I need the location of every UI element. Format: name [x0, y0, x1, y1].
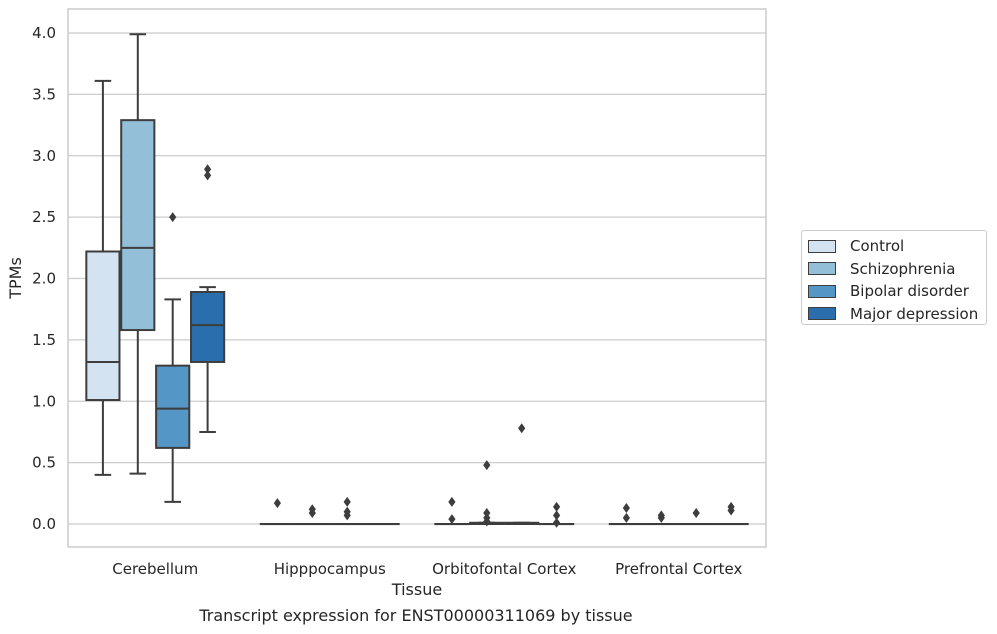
- outlier-point: [169, 212, 177, 223]
- legend-item: Schizophrenia: [808, 258, 986, 281]
- outlier-point: [343, 506, 351, 517]
- box-major-depression: [539, 501, 575, 528]
- y-tick-label: 2.0: [32, 270, 56, 288]
- y-tick-label: 1.0: [32, 392, 56, 410]
- y-tick-label: 3.0: [32, 147, 56, 165]
- box-schizophrenia: [294, 504, 330, 526]
- iqr-box: [120, 119, 156, 332]
- legend-swatch: [808, 284, 836, 298]
- y-axis-label: TPMs: [6, 257, 25, 300]
- y-tick-label: 0.0: [32, 515, 56, 533]
- outlier-point: [308, 504, 316, 515]
- x-tick-label: Cerebellum: [112, 560, 198, 578]
- outlier-point: [483, 507, 491, 518]
- box-schizophrenia: [120, 33, 156, 475]
- outlier-point: [273, 498, 281, 509]
- outlier-point: [553, 501, 561, 512]
- iqr-box: [85, 250, 121, 402]
- box-control: [85, 79, 121, 476]
- iqr-box: [155, 364, 191, 449]
- box-control: [608, 503, 644, 526]
- y-tick-label: 1.5: [32, 331, 56, 349]
- y-tick-label: 4.0: [32, 24, 56, 42]
- box-bipolar-disorder: [329, 496, 365, 526]
- box-major-depression: [713, 501, 749, 526]
- legend-item: Control: [808, 235, 986, 258]
- legend-item: Major depression: [808, 303, 986, 326]
- outlier-point: [204, 164, 212, 175]
- outlier-point: [204, 170, 212, 181]
- outlier-point: [727, 501, 735, 512]
- outlier-point: [657, 510, 665, 521]
- chart-caption: Transcript expression for ENST0000031106…: [199, 606, 633, 625]
- outlier-point: [553, 510, 561, 521]
- box-bipolar-disorder: [678, 507, 714, 526]
- legend-label: Control: [850, 237, 905, 256]
- legend-swatch: [808, 307, 836, 321]
- plot-frame: [67, 8, 767, 548]
- legend-swatch: [808, 239, 836, 253]
- x-tick-label: Orbitofontal Cortex: [432, 560, 576, 578]
- legend-label: Schizophrenia: [850, 259, 956, 278]
- x-tick-label: Prefrontal Cortex: [615, 560, 742, 578]
- iqr-box: [190, 291, 226, 363]
- box-schizophrenia: [469, 460, 505, 527]
- x-axis-label: Tissue: [391, 580, 442, 599]
- box-schizophrenia: [643, 510, 679, 526]
- y-tick-label: 3.5: [32, 85, 56, 103]
- x-tick-labels: Cerebellum Hipppocampus Orbitofontal Corte…: [112, 560, 742, 578]
- outlier-point: [692, 507, 700, 518]
- outlier-point: [448, 514, 456, 525]
- box-bipolar-disorder: [504, 423, 540, 526]
- boxes-layer: [85, 33, 749, 528]
- legend-swatch: [808, 262, 836, 276]
- x-tick-label: Hipppocampus: [274, 560, 386, 578]
- outlier-point: [553, 517, 561, 528]
- outlier-point: [622, 503, 630, 514]
- box-control: [259, 498, 295, 526]
- y-tick-labels: 0.0 0.5 1.0 1.5 2.0 2.5 3.0 3.5 4.0: [32, 24, 56, 533]
- outlier-point: [518, 423, 526, 434]
- box-control: [434, 496, 470, 526]
- legend-item: Bipolar disorder: [808, 280, 986, 303]
- legend: Control Schizophrenia Bipolar disorder Majo…: [801, 230, 987, 325]
- legend-label: Major depression: [850, 304, 979, 323]
- legend-label: Bipolar disorder: [850, 282, 969, 301]
- outlier-point: [483, 460, 491, 471]
- box-bipolar-disorder: [155, 212, 191, 503]
- outlier-point: [622, 512, 630, 523]
- outlier-point: [448, 496, 456, 507]
- y-tick-label: 2.5: [32, 208, 56, 226]
- outlier-point: [343, 496, 351, 507]
- box-major-depression: [190, 164, 226, 433]
- y-tick-label: 0.5: [32, 454, 56, 472]
